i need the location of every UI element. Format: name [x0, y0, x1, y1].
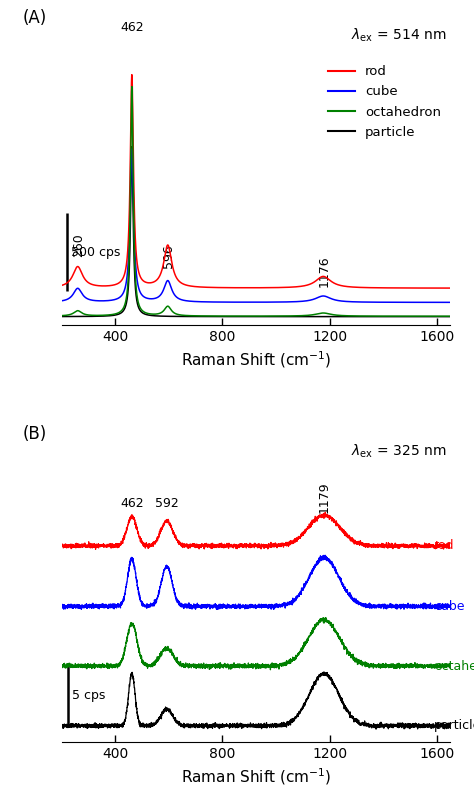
- X-axis label: Raman Shift (cm$^{-1}$): Raman Shift (cm$^{-1}$): [181, 350, 331, 371]
- Text: 500 cps: 500 cps: [71, 245, 120, 259]
- Text: $\lambda$$_{\mathrm{ex}}$ = 325 nm: $\lambda$$_{\mathrm{ex}}$ = 325 nm: [351, 443, 447, 461]
- Text: $\lambda$$_{\mathrm{ex}}$ = 514 nm: $\lambda$$_{\mathrm{ex}}$ = 514 nm: [351, 27, 447, 44]
- Text: (A): (A): [23, 9, 47, 27]
- Text: 592: 592: [155, 497, 179, 510]
- Text: cube: cube: [434, 600, 465, 613]
- Text: octahedron: octahedron: [434, 660, 474, 672]
- Text: (B): (B): [23, 425, 47, 443]
- Text: rod: rod: [434, 540, 455, 552]
- Text: 462: 462: [120, 497, 144, 510]
- Text: 5 cps: 5 cps: [72, 689, 105, 702]
- Text: particle: particle: [434, 720, 474, 732]
- X-axis label: Raman Shift (cm$^{-1}$): Raman Shift (cm$^{-1}$): [181, 766, 331, 787]
- Legend: rod, cube, octahedron, particle: rod, cube, octahedron, particle: [323, 60, 447, 144]
- Text: 1176: 1176: [317, 256, 330, 287]
- Text: 462: 462: [120, 21, 144, 34]
- Text: 596: 596: [162, 245, 175, 268]
- Text: 1179: 1179: [318, 481, 330, 513]
- Text: 260: 260: [72, 234, 85, 257]
